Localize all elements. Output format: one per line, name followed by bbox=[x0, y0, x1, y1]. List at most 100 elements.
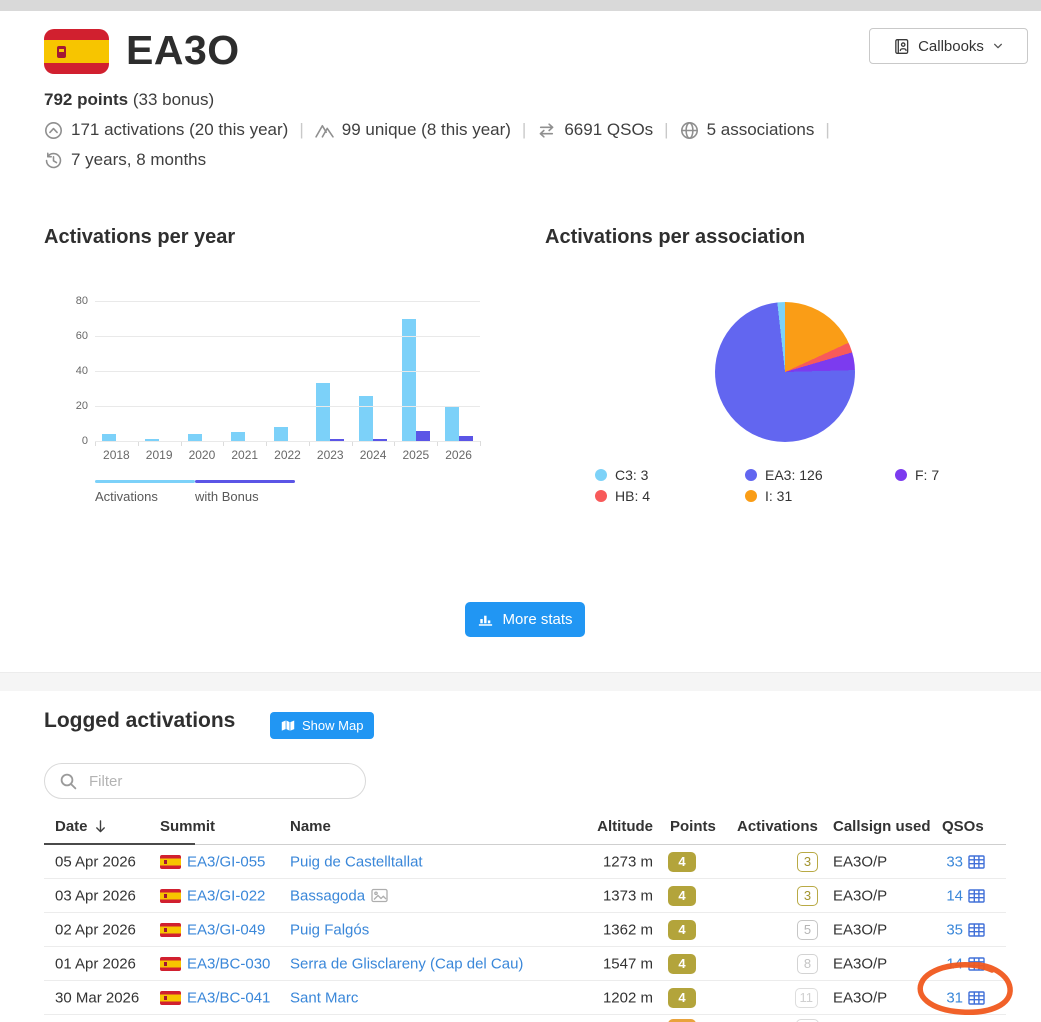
qsos-count-link[interactable]: 35 bbox=[946, 921, 963, 938]
summit-code-link[interactable]: EA3/GI-049 bbox=[187, 921, 265, 938]
altitude-value: 1273 m bbox=[602, 853, 653, 870]
qso-log-table-icon[interactable] bbox=[968, 990, 985, 1005]
column-header-name[interactable]: Name bbox=[290, 818, 331, 835]
x-axis-tick bbox=[480, 441, 481, 446]
more-stats-button[interactable]: More stats bbox=[465, 602, 585, 637]
summit-code-link[interactable]: EA3/GI-055 bbox=[187, 853, 266, 870]
legend-dot bbox=[745, 490, 757, 502]
summit-name-link[interactable]: Bassagoda bbox=[290, 887, 366, 904]
mountains-icon bbox=[315, 121, 334, 140]
stat-separator: | bbox=[825, 120, 830, 139]
points-badge: 4 bbox=[668, 919, 696, 940]
qso-log-table-icon[interactable] bbox=[968, 922, 985, 937]
qso-log-table-icon[interactable] bbox=[968, 888, 985, 903]
column-header-altitude[interactable]: Altitude bbox=[597, 818, 653, 835]
points-badge: 4 bbox=[668, 919, 696, 940]
activation-date: 01 Apr 2026 bbox=[55, 955, 136, 972]
summit-code-link[interactable]: EA3/GI-049 bbox=[187, 921, 266, 938]
legend-label[interactable]: with Bonus bbox=[195, 489, 259, 504]
altitude-value: 1547 m bbox=[602, 955, 653, 972]
stat-text: 5 associations bbox=[706, 120, 815, 139]
legend-swatch[interactable] bbox=[95, 480, 195, 483]
bar-2021-activations bbox=[230, 432, 245, 441]
qsos-cell: 14 bbox=[924, 955, 985, 972]
pie-chart[interactable] bbox=[715, 302, 855, 442]
summit-code-link[interactable]: EA3/GI-055 bbox=[187, 853, 265, 870]
summit-name-link[interactable]: Puig de Castelltallat bbox=[290, 853, 423, 870]
x-axis-tick bbox=[394, 441, 396, 446]
x-axis-tick bbox=[437, 441, 439, 446]
summit-name-link[interactable]: Puig Falgós bbox=[290, 921, 370, 938]
activations-count: 8 bbox=[737, 953, 818, 974]
spain-flag-icon bbox=[160, 854, 181, 869]
summit-code-link[interactable]: EA3/BC-030 bbox=[187, 955, 271, 972]
top-strip bbox=[0, 0, 1041, 11]
filter-input[interactable] bbox=[87, 771, 331, 791]
show-map-button[interactable]: Show Map bbox=[270, 712, 375, 739]
table-row: 05 Apr 2026 EA3/GI-055 Puig de Castelltall… bbox=[44, 845, 1006, 879]
column-header-qsos[interactable]: QSOs bbox=[942, 818, 984, 835]
points-badge: 4 bbox=[668, 953, 696, 974]
stat-text: 99 unique (8 this year) bbox=[341, 120, 511, 139]
history-icon bbox=[44, 151, 63, 170]
column-header-points[interactable]: Points bbox=[670, 818, 716, 835]
table-header: Date Summit Name Altitude Points Activat… bbox=[44, 815, 1006, 845]
summit-name-link: Bassagoda bbox=[290, 887, 388, 904]
summit-name-link[interactable]: Sant Marc bbox=[290, 989, 359, 1006]
table-row: 01 Apr 2026 EA3/BC-030 Serra de Glisclaren… bbox=[44, 947, 1006, 981]
summit-code-link[interactable]: EA3/BC-041 bbox=[187, 989, 271, 1006]
pie-legend-item-HB[interactable]: HB: 4 bbox=[595, 488, 650, 504]
pie-legend-item-I[interactable]: I: 31 bbox=[745, 488, 823, 504]
table-row-partial bbox=[44, 1015, 1006, 1022]
qso-log-table-icon[interactable] bbox=[968, 956, 985, 971]
pie-legend-item-EA3[interactable]: EA3: 126 bbox=[745, 467, 823, 483]
column-header-callsign[interactable]: Callsign used bbox=[833, 818, 931, 835]
callsign-used: EA3O/P bbox=[833, 887, 888, 904]
legend-swatch[interactable] bbox=[195, 480, 295, 483]
points-badge: 4 bbox=[668, 851, 696, 872]
legend-text: I: 31 bbox=[765, 488, 793, 504]
spain-flag-icon bbox=[160, 956, 181, 971]
column-header-activations[interactable]: Activations bbox=[737, 818, 818, 835]
summit-name-link: Sant Marc bbox=[290, 989, 358, 1006]
x-axis-label: 2022 bbox=[274, 448, 301, 462]
column-header-date[interactable]: Date bbox=[55, 818, 107, 835]
legend-text: EA3: 126 bbox=[765, 467, 823, 483]
summit-code-link[interactable]: EA3/GI-022 bbox=[187, 887, 265, 904]
bar-2023-activations bbox=[316, 383, 331, 441]
pie-legend-item-C3[interactable]: C3: 3 bbox=[595, 467, 650, 483]
activations-count: 3 bbox=[737, 851, 818, 872]
bar-2022-activations bbox=[273, 427, 288, 441]
bar-2019-activations bbox=[145, 439, 160, 441]
summit-code-link[interactable]: EA3/GI-022 bbox=[187, 887, 266, 904]
x-axis-tick bbox=[351, 441, 353, 446]
map-icon bbox=[281, 719, 295, 733]
bar-2025-bonus bbox=[415, 430, 430, 441]
qso-log-table-icon[interactable] bbox=[968, 854, 985, 869]
x-axis-label: 2021 bbox=[231, 448, 259, 462]
legend-text: F: 7 bbox=[915, 467, 940, 483]
qsos-count-link[interactable]: 14 bbox=[946, 955, 963, 972]
pie-legend-item-F[interactable]: F: 7 bbox=[895, 467, 940, 483]
qsos-count-link[interactable]: 14 bbox=[946, 887, 963, 904]
sort-desc-icon bbox=[94, 819, 107, 834]
legend-dot bbox=[595, 469, 607, 481]
points-badge: 4 bbox=[668, 851, 696, 872]
activations-badge: 11 bbox=[794, 987, 818, 1008]
stats-row-2: 7 years, 8 months bbox=[44, 148, 206, 172]
legend-label[interactable]: Activations bbox=[95, 489, 158, 504]
summit-name-link[interactable]: Serra de Glisclareny (Cap del Cau) bbox=[290, 955, 524, 972]
callsign-used: EA3O/P bbox=[833, 989, 888, 1006]
x-axis-tick bbox=[137, 441, 139, 446]
summit-code-link[interactable]: EA3/BC-030 bbox=[187, 955, 270, 972]
legend-text: C3: 3 bbox=[615, 467, 649, 483]
x-axis-label: 2019 bbox=[145, 448, 173, 462]
summit-name-link: Serra de Glisclareny (Cap del Cau) bbox=[290, 955, 523, 972]
qsos-count-link[interactable]: 33 bbox=[946, 853, 963, 870]
qsos-count-link[interactable]: 31 bbox=[946, 989, 963, 1006]
summit-code-link[interactable]: EA3/BC-041 bbox=[187, 989, 270, 1006]
stat-text: 7 years, 8 months bbox=[71, 150, 207, 169]
callbooks-button[interactable]: Callbooks bbox=[869, 28, 1028, 64]
column-header-summit[interactable]: Summit bbox=[160, 818, 216, 835]
stat-item: 6691 QSOs bbox=[537, 120, 653, 140]
